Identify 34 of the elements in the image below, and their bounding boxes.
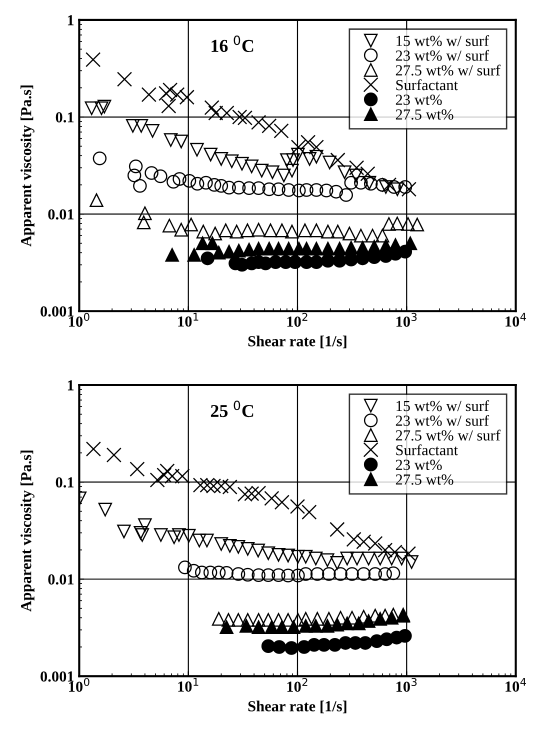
legend-label: 15 wt% w/ surf bbox=[396, 35, 490, 46]
x-tick-label: 10$^{2}$ bbox=[287, 678, 308, 692]
annotation: 25 $^{0}$C bbox=[210, 400, 254, 418]
y-tick-label: 0.001 bbox=[40, 306, 74, 317]
y-tick-label: 0.1 bbox=[56, 477, 74, 488]
legend-label: 23 wt% w/ surf bbox=[396, 414, 490, 426]
x-tick-label: 10$^{1}$ bbox=[178, 312, 198, 327]
y-tick-label: 1 bbox=[68, 15, 74, 26]
legend-label: Surfactant bbox=[396, 444, 458, 456]
x-tick-label: 10$^{4}$ bbox=[506, 312, 526, 327]
y-axis-title: Apparent viscosity [Pa.s] bbox=[20, 450, 34, 612]
legend-label: 23 wt% bbox=[396, 460, 442, 470]
x-tick-label: 10$^{3}$ bbox=[396, 312, 417, 327]
legend-label: 15 wt% w/ surf bbox=[396, 400, 490, 412]
legend-label: 27.5 wt% bbox=[396, 109, 454, 120]
legend-label: 27.5 wt% bbox=[396, 474, 454, 485]
x-tick-label: 10$^{4}$ bbox=[506, 678, 526, 692]
y-tick-label: 0.01 bbox=[48, 574, 74, 585]
y-tick-label: 0.1 bbox=[56, 112, 74, 123]
y-tick-label: 0.01 bbox=[48, 209, 74, 220]
x-tick-label: 10$^{2}$ bbox=[287, 312, 308, 327]
x-axis-title: Shear rate [1/s] bbox=[248, 700, 346, 714]
y-axis-title: Apparent viscosity [Pa.s] bbox=[20, 86, 34, 247]
legend-label: 23 wt% w/ surf bbox=[396, 50, 490, 61]
x-axis-title: Shear rate [1/s] bbox=[248, 336, 346, 348]
legend-label: 23 wt% bbox=[396, 94, 442, 105]
annotation: 16 $^{0}$C bbox=[212, 36, 254, 52]
y-tick-label: 1 bbox=[68, 380, 74, 390]
x-tick-label: 10$^{1}$ bbox=[178, 678, 198, 692]
legend-label: 27.5 wt% w/ surf bbox=[396, 430, 500, 441]
x-tick-label: 10$^{3}$ bbox=[396, 678, 417, 692]
y-tick-label: 0.001 bbox=[40, 671, 74, 682]
legend-label: 27.5 wt% w/ surf bbox=[396, 64, 500, 76]
legend-label: Surfactant bbox=[396, 79, 458, 90]
